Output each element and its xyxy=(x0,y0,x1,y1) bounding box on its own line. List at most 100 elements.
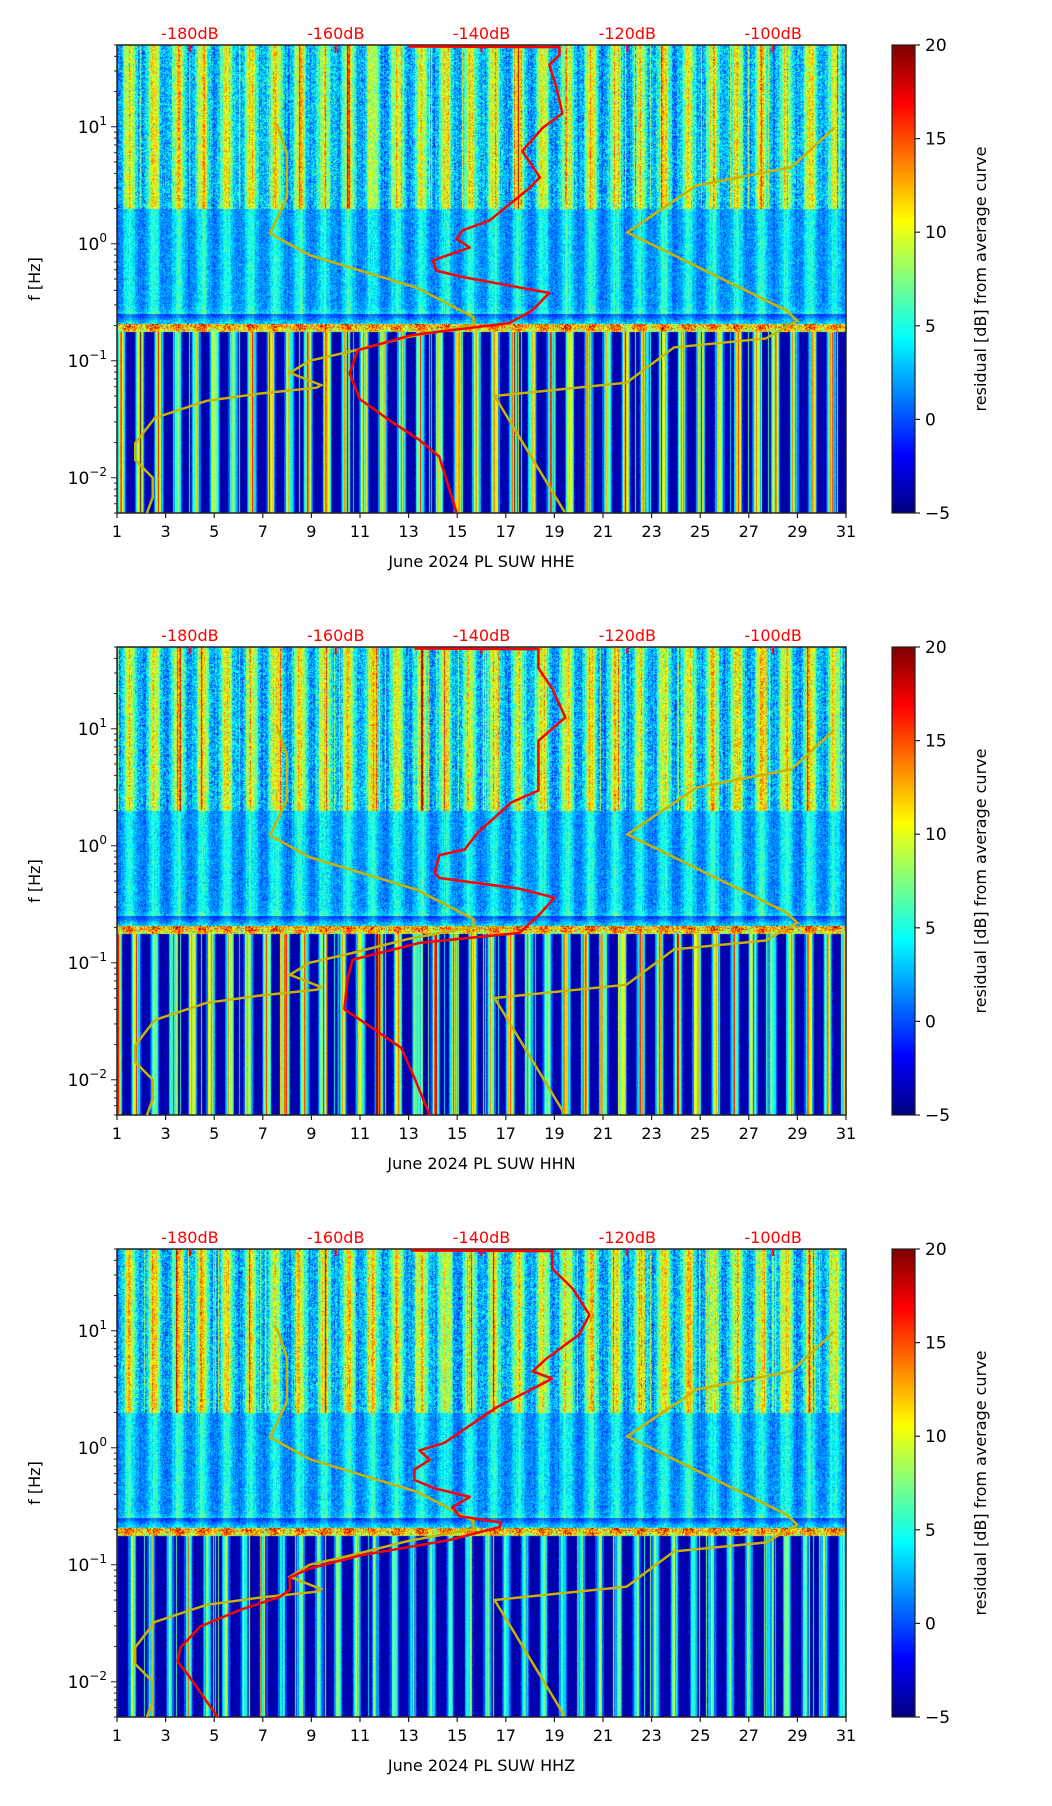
x-tick-label: 25 xyxy=(690,1124,710,1143)
colorbar-gradient xyxy=(892,1249,915,1717)
y-axis-label: f [Hz] xyxy=(25,859,44,903)
x-tick-label: 15 xyxy=(447,522,467,541)
mean-psd-curve xyxy=(176,1249,591,1718)
x-tick-label: 21 xyxy=(593,1124,613,1143)
plot-frame xyxy=(116,1248,847,1718)
spectrogram-panel-hhz: -180dB -160dB -140dB -120dB -100dB 1 3 5 7 9 11 13 1… xyxy=(0,1204,1052,1806)
colorbar-frame xyxy=(891,646,916,1116)
plot-frame xyxy=(116,44,847,514)
colorbar-tick-label: 15 xyxy=(925,732,947,752)
plot-frame xyxy=(116,646,847,1116)
top-db-tick-label: -180dB xyxy=(161,24,218,43)
x-axis-label: June 2024 PL SUW HHZ xyxy=(387,1756,575,1775)
colorbar-frame xyxy=(891,1248,916,1718)
x-tick-label: 15 xyxy=(447,1124,467,1143)
x-tick-label: 31 xyxy=(836,1124,856,1143)
x-tick-label: 13 xyxy=(398,1124,418,1143)
y-tick-label: 101 xyxy=(78,1318,107,1342)
high-noise-model-curve xyxy=(492,1330,836,1717)
y-tick-label: 10−1 xyxy=(68,1552,107,1576)
x-tick-label: 1 xyxy=(112,1726,122,1745)
top-db-tick-label: -160dB xyxy=(307,1228,364,1247)
x-tick-label: 15 xyxy=(447,1726,467,1745)
high-noise-model-curve xyxy=(492,728,836,1115)
top-db-tick-label: -140dB xyxy=(453,1228,510,1247)
y-tick-label: 101 xyxy=(78,716,107,740)
y-tick-label: 100 xyxy=(78,1435,107,1459)
top-db-tick-label: -140dB xyxy=(453,626,510,645)
top-db-tick-label: -160dB xyxy=(307,24,364,43)
x-tick-label: 25 xyxy=(690,1726,710,1745)
colorbar-tick-label: 0 xyxy=(925,410,936,430)
colorbar-tick-label: −5 xyxy=(925,1708,950,1728)
colorbar-label: residual [dB] from average curve xyxy=(971,147,990,412)
x-tick-label: 19 xyxy=(544,1124,564,1143)
top-db-tick-label: -120dB xyxy=(599,24,656,43)
mean-psd-curve xyxy=(348,45,564,514)
x-tick-label: 19 xyxy=(544,522,564,541)
colorbar-tick-label: −5 xyxy=(925,504,950,524)
x-tick-label: 11 xyxy=(350,1124,370,1143)
colorbar-tick-label: 15 xyxy=(925,1334,947,1354)
x-tick-label: 27 xyxy=(739,1726,759,1745)
colorbar-tick-label: 0 xyxy=(925,1012,936,1032)
colorbar-tick-label: −5 xyxy=(925,1106,950,1126)
top-db-tick-label: -100dB xyxy=(744,24,801,43)
x-tick-label: 5 xyxy=(209,522,219,541)
x-tick-label: 13 xyxy=(398,1726,418,1745)
y-tick-label: 100 xyxy=(78,833,107,857)
x-tick-label: 11 xyxy=(350,522,370,541)
x-tick-label: 17 xyxy=(496,1726,516,1745)
x-tick-label: 5 xyxy=(209,1124,219,1143)
top-db-tick-label: -100dB xyxy=(744,626,801,645)
top-db-tick-label: -140dB xyxy=(453,24,510,43)
x-tick-label: 1 xyxy=(112,522,122,541)
spectrogram-panel-hhn: -180dB -160dB -140dB -120dB -100dB 1 3 5 7 9 11 13 1… xyxy=(0,602,1052,1204)
top-db-tick-label: -180dB xyxy=(161,626,218,645)
colorbar-tick-label: 10 xyxy=(925,1427,947,1447)
spectrogram-panel-hhe: -180dB -160dB -140dB -120dB -100dB 1 3 5 7 9 11 13 1… xyxy=(0,0,1052,602)
x-tick-label: 27 xyxy=(739,522,759,541)
colorbar-tick-label: 15 xyxy=(925,130,947,150)
x-tick-label: 11 xyxy=(350,1726,370,1745)
x-tick-label: 23 xyxy=(641,1124,661,1143)
x-tick-label: 17 xyxy=(496,1124,516,1143)
x-tick-label: 21 xyxy=(593,522,613,541)
x-tick-label: 29 xyxy=(787,1726,807,1745)
x-tick-label: 3 xyxy=(161,522,171,541)
top-db-tick-label: -120dB xyxy=(599,626,656,645)
colorbar-frame xyxy=(891,44,916,514)
colorbar-tick-label: 20 xyxy=(925,638,947,658)
colorbar-tick-label: 5 xyxy=(925,1521,936,1541)
y-tick-label: 10−2 xyxy=(68,1067,107,1091)
colorbar-gradient xyxy=(892,647,915,1115)
y-axis-label: f [Hz] xyxy=(25,257,44,301)
y-axis-label: f [Hz] xyxy=(25,1461,44,1505)
x-tick-label: 3 xyxy=(161,1726,171,1745)
y-tick-label: 10−2 xyxy=(68,465,107,489)
colorbar-label: residual [dB] from average curve xyxy=(971,749,990,1014)
x-tick-label: 13 xyxy=(398,522,418,541)
x-tick-label: 19 xyxy=(544,1726,564,1745)
x-tick-label: 31 xyxy=(836,1726,856,1745)
top-db-tick-label: -160dB xyxy=(307,626,364,645)
y-tick-label: 101 xyxy=(78,114,107,138)
x-tick-label: 17 xyxy=(496,522,516,541)
x-tick-label: 1 xyxy=(112,1124,122,1143)
x-tick-label: 7 xyxy=(258,522,268,541)
y-tick-label: 10−1 xyxy=(68,348,107,372)
x-tick-label: 9 xyxy=(306,1726,316,1745)
colorbar-tick-label: 20 xyxy=(925,36,947,56)
high-noise-model-curve xyxy=(492,126,836,513)
x-tick-label: 7 xyxy=(258,1726,268,1745)
x-axis-label: June 2024 PL SUW HHN xyxy=(386,1154,575,1173)
x-tick-label: 23 xyxy=(641,522,661,541)
x-tick-label: 3 xyxy=(161,1124,171,1143)
x-tick-label: 27 xyxy=(739,1124,759,1143)
top-db-tick-label: -180dB xyxy=(161,1228,218,1247)
colorbar-tick-label: 20 xyxy=(925,1240,947,1260)
x-tick-label: 29 xyxy=(787,1124,807,1143)
